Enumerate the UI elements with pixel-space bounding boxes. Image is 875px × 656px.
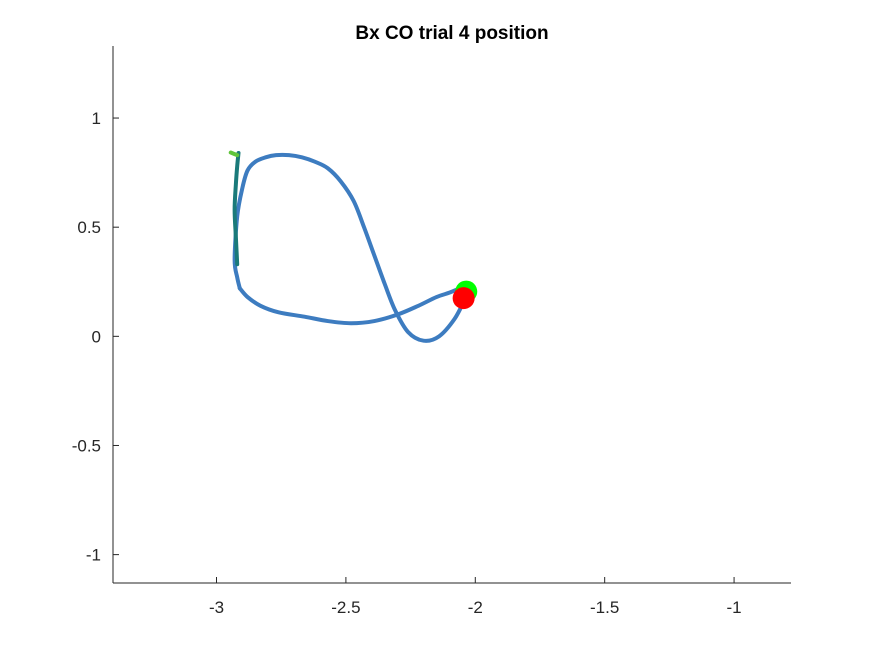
x-tick-label: -1.5 (590, 598, 619, 617)
x-tick-label: -2.5 (331, 598, 360, 617)
plot-area: -3 -2.5 -2 -1.5 -1 -1 -0.5 0 0.5 1 (72, 46, 791, 617)
trajectory-line-2 (232, 150, 241, 267)
chart-title: Bx CO trial 4 position (355, 23, 548, 44)
x-tick-label: -3 (209, 598, 224, 617)
trajectory-line-4 (228, 150, 240, 158)
x-tick-label: -1 (727, 598, 742, 617)
trajectory-line-0 (232, 152, 467, 343)
y-tick-label: -0.5 (72, 436, 101, 455)
y-tick-label: -1 (86, 546, 101, 565)
y-tick-label: 0.5 (77, 218, 101, 237)
x-tick-label: -2 (468, 598, 483, 617)
trajectory-line-1 (237, 286, 462, 326)
y-tick-label: 0 (92, 327, 101, 346)
y-tick-label: 1 (92, 109, 101, 128)
end-marker (452, 287, 475, 310)
